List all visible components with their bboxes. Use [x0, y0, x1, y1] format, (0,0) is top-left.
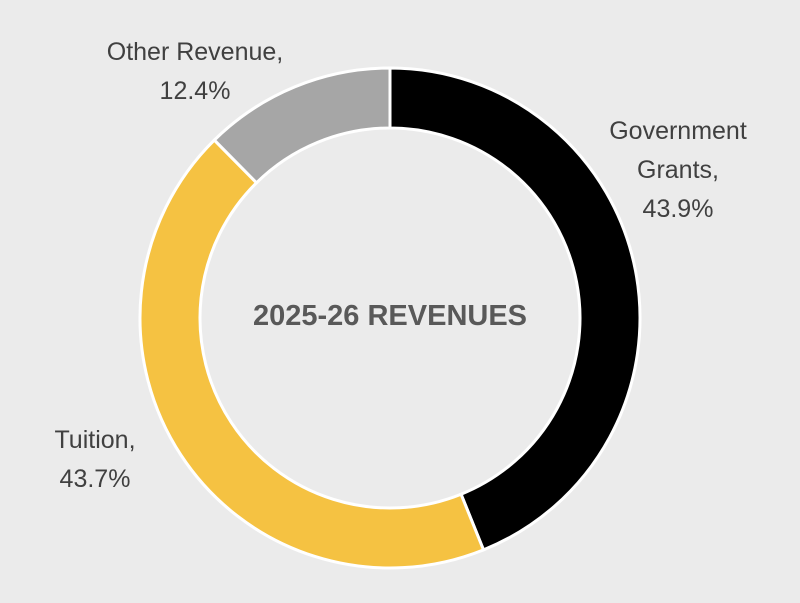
value-label: 12.4% — [159, 77, 231, 105]
category-label: Government Grants, — [609, 117, 747, 184]
donut-slice — [138, 137, 486, 570]
value-label: 43.7% — [59, 465, 131, 493]
category-label: Other Revenue, — [106, 38, 284, 66]
chart-title: 2025-26 REVENUES — [252, 300, 528, 332]
data-label: Tuition, 43.7% — [20, 421, 170, 499]
data-label: Government Grants, 43.9% — [588, 112, 768, 229]
data-label: Other Revenue, 12.4% — [70, 33, 320, 111]
donut-slice — [388, 66, 642, 552]
donut-slice — [212, 66, 392, 185]
category-label: Tuition, — [54, 426, 136, 454]
value-label: 43.9% — [642, 195, 714, 223]
